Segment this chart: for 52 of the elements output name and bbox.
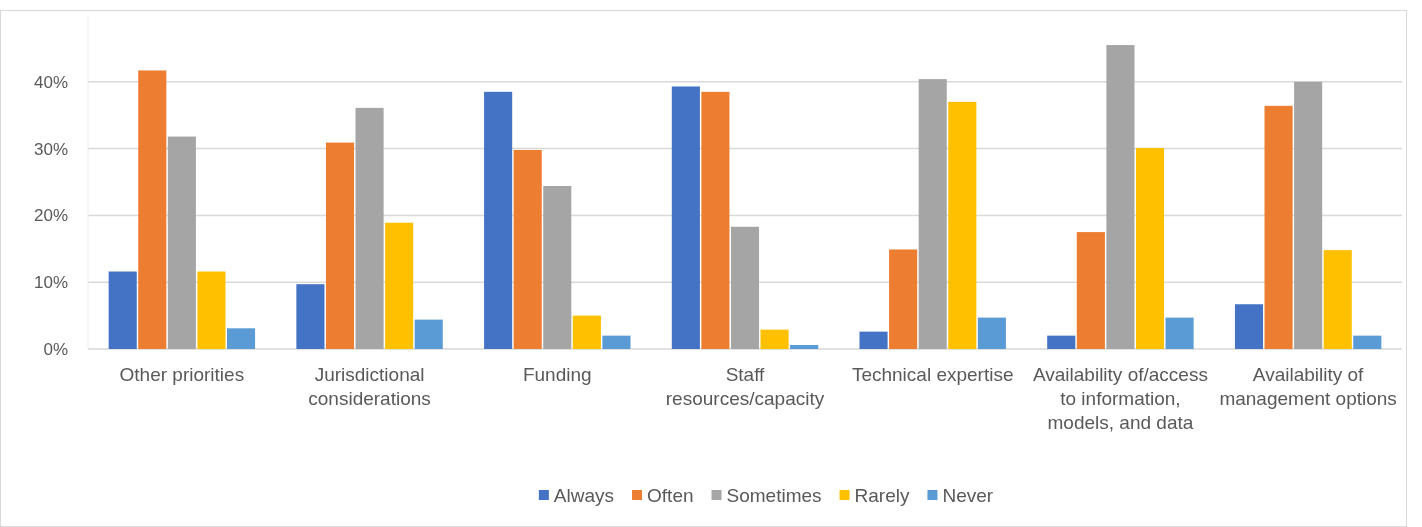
bar — [730, 226, 760, 349]
bar — [671, 86, 700, 349]
bar — [167, 136, 196, 349]
x-tick-label: Availability of/access to information, models, and data — [1032, 364, 1208, 433]
bar — [1047, 335, 1076, 349]
bar — [1106, 45, 1135, 349]
bar — [602, 335, 631, 349]
y-tick-label: 0% — [43, 339, 68, 359]
bar — [572, 315, 601, 349]
bar — [889, 249, 918, 349]
bar — [296, 284, 325, 349]
bar — [325, 142, 355, 349]
legend-label: Often — [647, 484, 694, 506]
bar — [701, 91, 730, 349]
bar — [760, 329, 789, 349]
y-tick-label: 10% — [33, 273, 68, 293]
bar — [918, 79, 947, 349]
x-tick-label: Availability of management options — [1219, 364, 1397, 409]
bar — [355, 107, 384, 349]
bar — [543, 186, 572, 349]
bar — [1076, 232, 1105, 349]
legend-label: Never — [942, 484, 994, 506]
x-tick-label: Funding — [522, 364, 592, 385]
legend-label: Rarely — [854, 484, 910, 506]
x-tick-label: Jurisdictional considerations — [308, 364, 431, 409]
bar — [226, 328, 256, 349]
bar — [1353, 335, 1382, 349]
bar — [948, 101, 977, 349]
x-tick-label: Technical expertise — [851, 364, 1014, 385]
bar — [1234, 304, 1264, 349]
bar — [790, 344, 819, 349]
bar — [385, 222, 414, 349]
legend-label: Always — [553, 484, 615, 506]
y-tick-label: 20% — [33, 206, 68, 226]
y-tick-label: 30% — [33, 139, 68, 159]
bar — [484, 91, 513, 349]
y-tick-label: 40% — [33, 72, 68, 92]
x-tick-label: Staff resources/capacity — [665, 364, 825, 409]
bar — [1165, 317, 1194, 349]
bar — [1323, 250, 1352, 349]
x-tick-label: Other priorities — [119, 364, 245, 385]
bar — [513, 149, 542, 349]
bar — [138, 70, 167, 349]
bar — [859, 331, 888, 349]
bar — [197, 271, 226, 349]
bar — [977, 317, 1006, 349]
bar — [1135, 147, 1165, 349]
bar — [414, 319, 443, 349]
bar — [1294, 81, 1323, 349]
bar — [1264, 105, 1293, 349]
legend-label: Sometimes — [726, 484, 822, 506]
bar — [108, 271, 137, 349]
